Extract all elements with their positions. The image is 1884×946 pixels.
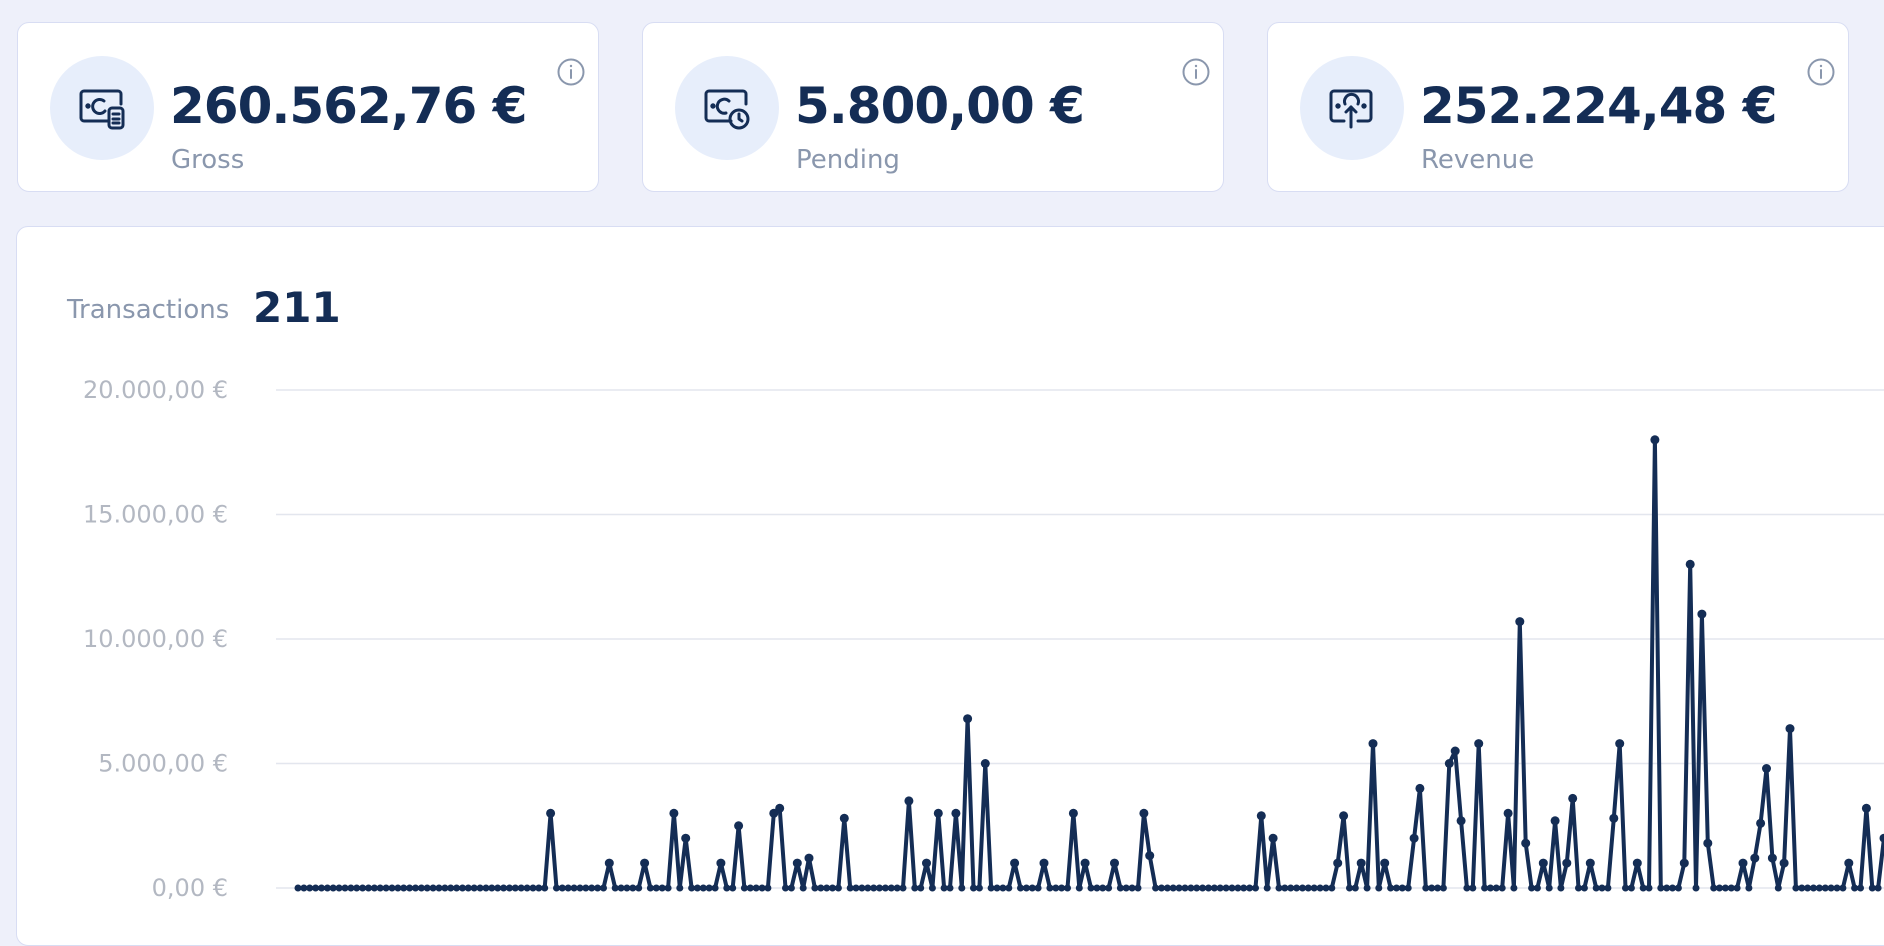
revenue-label: Revenue: [1421, 147, 1534, 173]
pending-value: 5.800,00 €: [795, 81, 1084, 131]
gross-icon-circle: [50, 56, 154, 160]
info-icon[interactable]: [1806, 57, 1836, 87]
revenue-icon-circle: [1300, 56, 1404, 160]
revenue-icon: [1326, 82, 1378, 134]
pending-label: Pending: [796, 147, 900, 173]
info-icon[interactable]: [556, 57, 586, 87]
transactions-count: 211: [253, 283, 341, 332]
stat-card-pending: 5.800,00 € Pending: [642, 22, 1224, 192]
pending-icon: [701, 82, 753, 134]
stat-card-revenue: 252.224,48 € Revenue: [1267, 22, 1849, 192]
gross-icon: [76, 82, 128, 134]
gross-value: 260.562,76 €: [170, 81, 527, 131]
info-icon[interactable]: [1181, 57, 1211, 87]
pending-icon-circle: [675, 56, 779, 160]
transactions-chart-card: Transactions 211: [16, 226, 1884, 946]
revenue-value: 252.224,48 €: [1420, 81, 1777, 131]
transactions-label: Transactions: [67, 295, 229, 325]
gross-label: Gross: [171, 147, 244, 173]
stat-card-gross: 260.562,76 € Gross: [17, 22, 599, 192]
